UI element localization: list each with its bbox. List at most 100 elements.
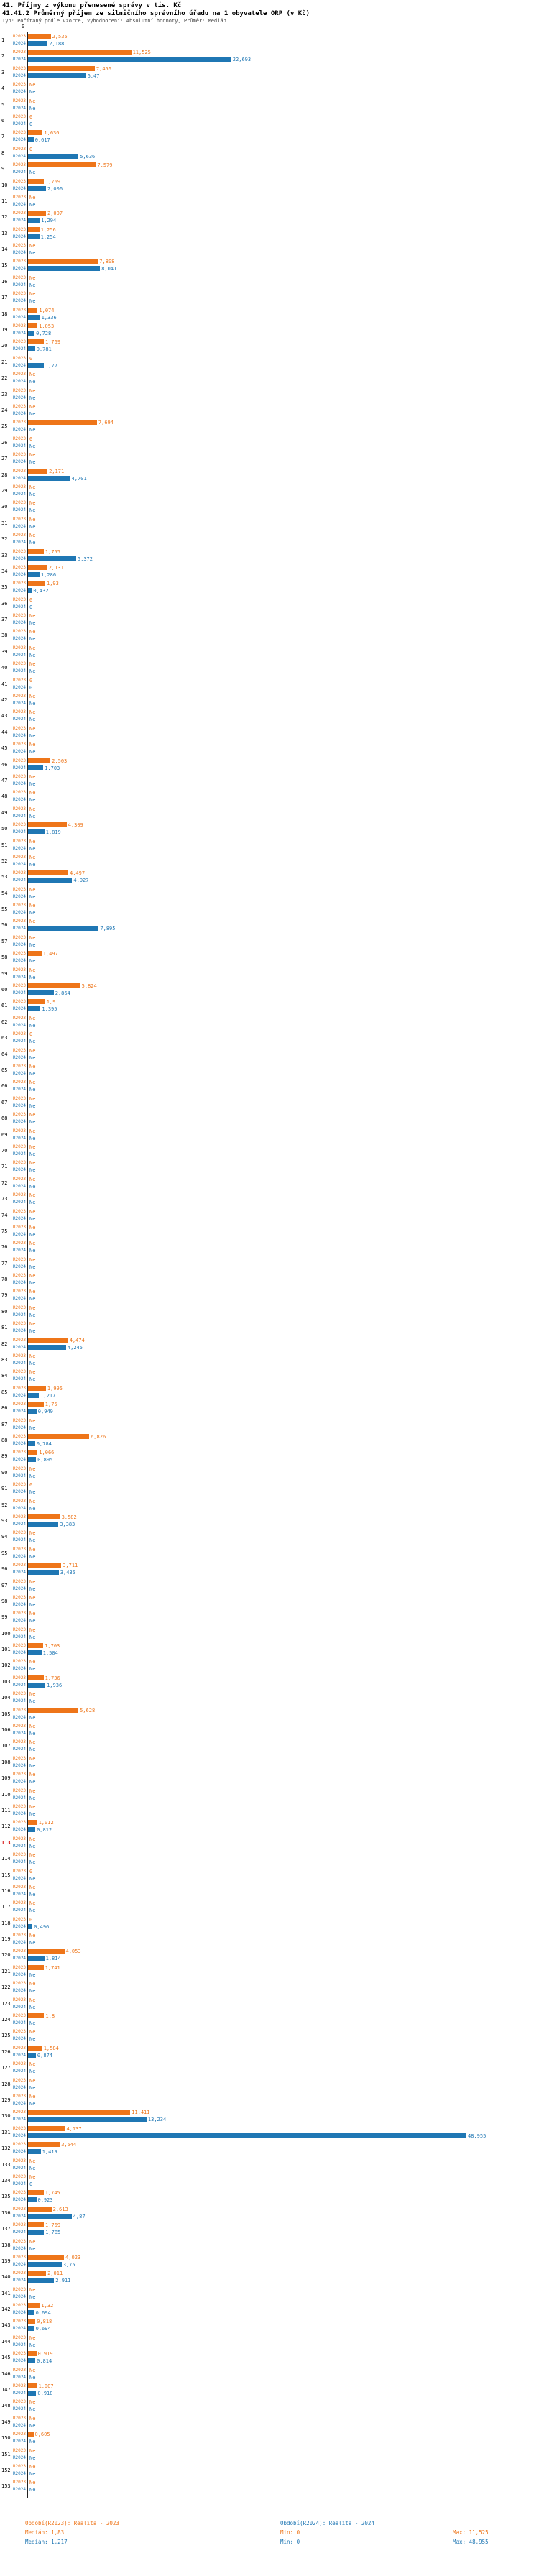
bar-r2023 — [28, 999, 45, 1005]
row-number: 84 — [1, 1373, 8, 1379]
value-label-r2023: Ne — [29, 1739, 36, 1746]
bar-line-r2023: R2023 Ne — [0, 1530, 539, 1537]
period-label-r2023: R2023 — [12, 1466, 26, 1471]
period-label-r2024: R2024 — [12, 1473, 26, 1478]
bar-line-r2023: R2023 6,826 — [0, 1433, 539, 1440]
bar-line-r2024: R2024 Ne — [0, 1264, 539, 1271]
value-label-r2024: 1,703 — [45, 765, 60, 771]
value-label-r2024: Ne — [29, 2084, 36, 2091]
bar-line-r2023: R2023 Ne — [0, 1739, 539, 1746]
bar-r2023 — [28, 307, 38, 313]
row-number: 4 — [1, 86, 5, 92]
period-label-r2024: R2024 — [12, 556, 26, 561]
row-number: 147 — [1, 2387, 11, 2393]
row-number: 57 — [1, 938, 8, 944]
bar-line-r2023: R2023 0 — [0, 597, 539, 604]
value-label-r2024: Ne — [29, 89, 36, 96]
bar-line-r2024: R2024 0,496 — [0, 1923, 539, 1931]
bar-line-r2023: R2023 Ne — [0, 1176, 539, 1183]
chart-row: 83 R2023 Ne R2024 Ne — [0, 1352, 539, 1368]
chart-row: 102 R2023 Ne R2024 Ne — [0, 1657, 539, 1673]
bar-line-r2023: R2023 3,582 — [0, 1514, 539, 1521]
bar-line-r2023: R2023 Ne — [0, 2061, 539, 2068]
value-label-r2023: 1,074 — [39, 307, 55, 313]
period-label-r2024: R2024 — [12, 1714, 26, 1720]
value-label-r2023: Ne — [29, 516, 36, 523]
bar-line-r2024: R2024 6,47 — [0, 73, 539, 80]
value-label-r2023: Ne — [29, 2077, 36, 2084]
period-label-r2023: R2023 — [12, 178, 26, 184]
value-label-r2023: Ne — [29, 243, 36, 249]
value-label-r2024: Ne — [29, 781, 36, 787]
value-label-r2023: Ne — [29, 2158, 36, 2164]
bar-line-r2023: R2023 Ne — [0, 1803, 539, 1811]
chart-row: 85 R2023 1,995 R2024 1,217 — [0, 1384, 539, 1400]
value-label-r2024: 0,496 — [34, 1923, 50, 1930]
value-label-r2023: 2,007 — [47, 211, 63, 217]
period-label-r2023: R2023 — [12, 1192, 26, 1198]
period-label-r2023: R2023 — [12, 226, 26, 232]
bar-line-r2024: R2024 2,911 — [0, 2277, 539, 2284]
bar-line-r2024: R2024 Ne — [0, 491, 539, 498]
row-number: 55 — [1, 906, 8, 913]
value-label-r2024: 5,636 — [80, 153, 96, 160]
period-label-r2024: R2024 — [12, 1827, 26, 1833]
period-label-r2024: R2024 — [12, 797, 26, 803]
period-label-r2023: R2023 — [12, 1530, 26, 1536]
bar-r2024 — [28, 185, 46, 191]
value-label-r2024: 0,895 — [37, 1457, 53, 1463]
value-label-r2023: Ne — [29, 742, 36, 748]
bar-r2023 — [28, 2142, 60, 2148]
chart-row: 69 R2023 Ne R2024 Ne — [0, 1127, 539, 1143]
chart-row: 38 R2023 Ne R2024 Ne — [0, 627, 539, 643]
bar-line-r2023: R2023 Ne — [0, 1063, 539, 1070]
value-label-r2024: Ne — [29, 1747, 36, 1753]
value-label-r2024: Ne — [29, 2101, 36, 2107]
value-label-r2023: 3,544 — [61, 2142, 77, 2148]
chart-row: 135 R2023 1,745 R2024 0,923 — [0, 2189, 539, 2204]
bar-line-r2024: R2024 Ne — [0, 974, 539, 981]
row-number: 121 — [1, 1968, 11, 1974]
value-label-r2023: Ne — [29, 1900, 36, 1907]
period-label-r2024: R2024 — [12, 2165, 26, 2171]
legend-r2024: Období(R2024): Realita - 2024 — [280, 2520, 374, 2526]
chart-row: 29 R2023 Ne R2024 Ne — [0, 483, 539, 499]
period-label-r2024: R2024 — [12, 234, 26, 239]
bar-line-r2023: R2023 Ne — [0, 1288, 539, 1295]
chart-row: 108 R2023 Ne R2024 Ne — [0, 1754, 539, 1770]
bar-line-r2024: R2024 2,188 — [0, 40, 539, 47]
bar-line-r2023: R2023 1,053 — [0, 323, 539, 330]
bar-r2023 — [28, 1337, 68, 1343]
period-label-r2024: R2024 — [12, 282, 26, 288]
row-number: 107 — [1, 1743, 11, 1749]
value-label-r2024: 0,814 — [37, 2358, 52, 2365]
bar-line-r2024: R2024 Ne — [0, 635, 539, 643]
value-label-r2024: Ne — [29, 2455, 36, 2461]
value-label-r2023: 0 — [29, 1482, 33, 1489]
period-label-r2023: R2023 — [12, 2158, 26, 2163]
chart-row: 140 R2023 2,011 R2024 2,911 — [0, 2269, 539, 2285]
bar-line-r2023: R2023 0 — [0, 436, 539, 443]
bar-line-r2023: R2023 0 — [0, 355, 539, 362]
bar-line-r2024: R2024 Ne — [0, 1907, 539, 1914]
value-label-r2023: Ne — [29, 1064, 36, 1070]
bar-r2024 — [28, 218, 40, 224]
bar-line-r2024: R2024 Ne — [0, 443, 539, 450]
period-label-r2024: R2024 — [12, 1264, 26, 1269]
bar-line-r2024: R2024 Ne — [0, 1537, 539, 1544]
bar-line-r2023: R2023 Ne — [0, 902, 539, 909]
period-label-r2024: R2024 — [12, 379, 26, 385]
chart-row: 7 R2023 1,636 R2024 0,617 — [0, 129, 539, 144]
bar-r2023 — [28, 2383, 37, 2389]
chart-row: 106 R2023 Ne R2024 Ne — [0, 1722, 539, 1738]
row-number: 81 — [1, 1325, 8, 1331]
chart-row: 146 R2023 Ne R2024 Ne — [0, 2366, 539, 2382]
value-label-r2023: Ne — [29, 629, 36, 635]
bar-line-r2023: R2023 Ne — [0, 1852, 539, 1859]
axis-line — [27, 32, 28, 2499]
value-label-r2023: 7,456 — [96, 65, 111, 72]
period-label-r2024: R2024 — [12, 1779, 26, 1785]
value-label-r2024: Ne — [29, 1988, 36, 1995]
bar-line-r2024: R2024 Ne — [0, 845, 539, 852]
legend-r2023: Období(R2023): Realita - 2023 — [25, 2520, 119, 2526]
